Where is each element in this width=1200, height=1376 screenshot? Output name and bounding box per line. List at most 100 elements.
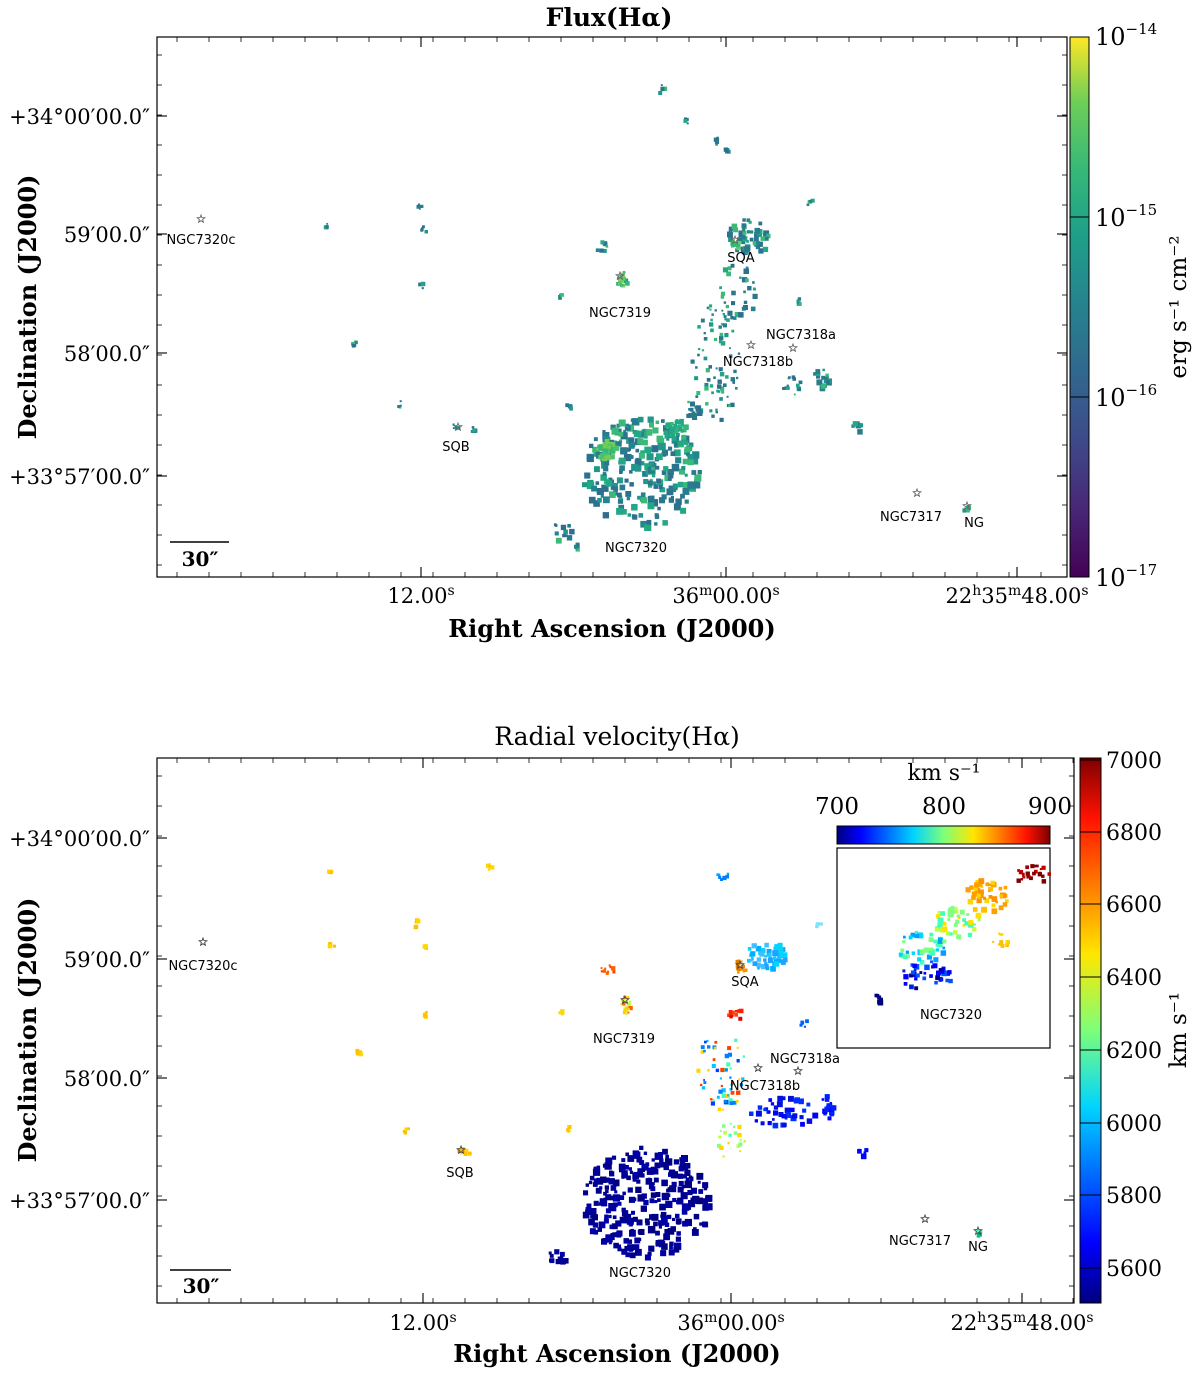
emission-pixel (673, 503, 681, 511)
velocity-pixel (741, 1077, 745, 1081)
emission-pixel (652, 481, 657, 485)
velocity-pixel (729, 1067, 732, 1070)
velocity-pixel (727, 1052, 732, 1057)
inset-pixel (1028, 875, 1031, 878)
emission-pixel (720, 386, 725, 391)
emission-pixel (748, 220, 752, 224)
velocity-pixel (422, 1013, 428, 1018)
emission-pixel (743, 290, 746, 294)
inset-pixel (923, 948, 928, 953)
velocity-pixel (827, 1116, 832, 1121)
emission-pixel (727, 266, 732, 271)
emission-pixel (630, 442, 636, 448)
velocity-pixel (601, 1238, 608, 1245)
velocity-pixel (629, 1229, 636, 1237)
inset-pixel (929, 950, 935, 956)
emission-pixel (563, 529, 568, 535)
inset-pixel (932, 963, 938, 969)
emission-pixel (569, 406, 573, 411)
velocity-pixel (561, 1013, 564, 1016)
emission-pixel (706, 378, 711, 382)
velocity-pixel (819, 922, 823, 926)
emission-pixel (758, 221, 763, 226)
inset-pixel (955, 919, 960, 924)
emission-pixel (717, 384, 722, 389)
emission-pixel (600, 474, 607, 481)
inset-pixel (1000, 933, 1004, 936)
emission-pixel (684, 117, 687, 121)
emission-pixel (713, 137, 718, 142)
flux-colorbar-tick-label: 10−14 (1095, 20, 1157, 51)
emission-pixel (569, 528, 575, 535)
velocity-pixel (767, 1110, 771, 1114)
inset-pixel (928, 937, 934, 943)
velocity-xlabel: Right Ascension (J2000) (453, 1339, 781, 1368)
velocity-pixel (781, 1114, 786, 1119)
velocity-pixel (777, 947, 784, 953)
emission-pixel (661, 470, 667, 475)
velocity-pixel (826, 1103, 833, 1109)
emission-pixel (658, 484, 663, 489)
flux-object-labels: NGC7320c SQA NGC7319 NGC7318a NGC7318b S… (166, 233, 983, 556)
object-label: NGC7320c (166, 233, 235, 248)
velocity-pixel (722, 1155, 725, 1158)
emission-pixel (655, 453, 663, 461)
flux-xlabel: Right Ascension (J2000) (448, 614, 776, 643)
emission-pixel (687, 481, 695, 489)
velocity-pixel (729, 1101, 734, 1105)
velocity-pixel (805, 1019, 809, 1024)
velocity-pixel (663, 1164, 669, 1171)
emission-pixel (663, 430, 669, 435)
velocity-pixel (358, 1052, 363, 1057)
emission-pixel (692, 458, 699, 465)
velocity-pixel (782, 1122, 787, 1128)
velocity-pixel (664, 1222, 670, 1227)
emission-pixel (736, 246, 741, 251)
velocity-pixel (621, 1248, 628, 1255)
emission-pixel (721, 309, 724, 312)
velocity-pixel (684, 1218, 692, 1227)
emission-pixel (760, 236, 765, 241)
emission-pixel (755, 240, 760, 245)
emission-pixel (640, 492, 646, 497)
velocity-pixel (752, 961, 758, 966)
emission-pixel (696, 410, 703, 416)
velocity-pixel (619, 1216, 627, 1224)
inset-pixel (936, 941, 943, 948)
emission-pixel (646, 519, 652, 525)
velocity-pixel (720, 1067, 725, 1073)
emission-pixel (719, 332, 724, 337)
emission-pixel (742, 218, 746, 222)
emission-pixel (747, 286, 752, 291)
velocity-pixel (726, 872, 730, 875)
emission-pixel (667, 471, 671, 475)
velocity-pixel (765, 966, 770, 971)
emission-pixel (711, 313, 714, 316)
inset-pixel (1004, 943, 1008, 946)
emission-pixel (621, 280, 624, 283)
emission-pixel (752, 281, 755, 284)
emission-pixel (686, 119, 689, 122)
inset-pixel (975, 912, 982, 919)
emission-pixel (741, 223, 747, 228)
inset-pixel (1020, 878, 1024, 881)
emission-pixel (706, 306, 710, 310)
emission-pixel (629, 482, 634, 487)
velocity-pixel (658, 1220, 664, 1226)
inset-pixel (936, 970, 941, 976)
velocity-pixel (736, 1059, 740, 1062)
emission-pixel (823, 379, 828, 384)
emission-pixel (745, 266, 749, 270)
inset-pixel (1003, 885, 1008, 890)
velocity-pixel (684, 1180, 692, 1189)
emission-pixel (730, 263, 735, 268)
velocity-pixel (605, 1208, 611, 1214)
emission-pixel (752, 240, 758, 246)
velocity-pixel (627, 1244, 634, 1251)
velocity-pixel (722, 1124, 726, 1128)
emission-pixel (631, 504, 638, 511)
velocity-colorbar-tick: 7000 (1106, 749, 1162, 774)
emission-pixel (637, 438, 644, 445)
inset-pixel (974, 887, 978, 891)
inset-pixel (1032, 871, 1036, 876)
